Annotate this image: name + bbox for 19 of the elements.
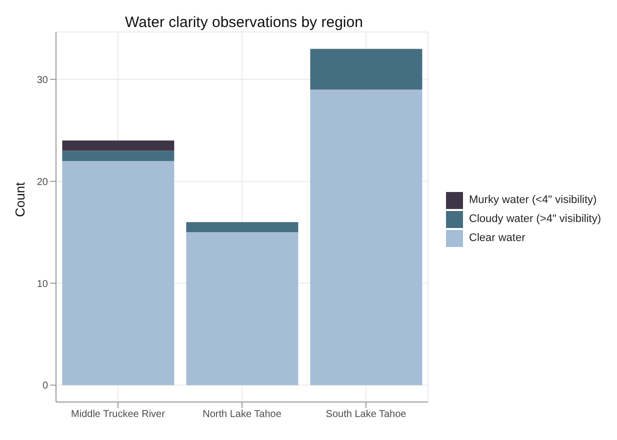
bar bbox=[62, 140, 174, 151]
legend-label: Cloudy water (>4" visibility) bbox=[469, 213, 601, 225]
y-tick-label: 30 bbox=[36, 74, 48, 86]
x-tick-label: South Lake Tahoe bbox=[326, 409, 407, 420]
y-axis-title: Count bbox=[12, 182, 28, 217]
bar bbox=[310, 48, 422, 90]
legend-label: Clear water bbox=[469, 232, 526, 244]
bar bbox=[62, 150, 174, 161]
y-tick-label: 20 bbox=[36, 176, 48, 188]
chart-title: Water clarity observations by region bbox=[124, 14, 364, 31]
bar bbox=[186, 232, 298, 386]
x-tick-label: Middle Truckee River bbox=[71, 409, 166, 420]
bar bbox=[310, 90, 422, 386]
y-tick-label: 10 bbox=[36, 278, 48, 290]
legend-label: Murky water (<4" visibility) bbox=[469, 194, 597, 206]
x-tick-label: North Lake Tahoe bbox=[202, 409, 282, 420]
bar bbox=[186, 222, 298, 232]
bar bbox=[62, 160, 174, 386]
y-tick-label: 0 bbox=[42, 380, 48, 392]
